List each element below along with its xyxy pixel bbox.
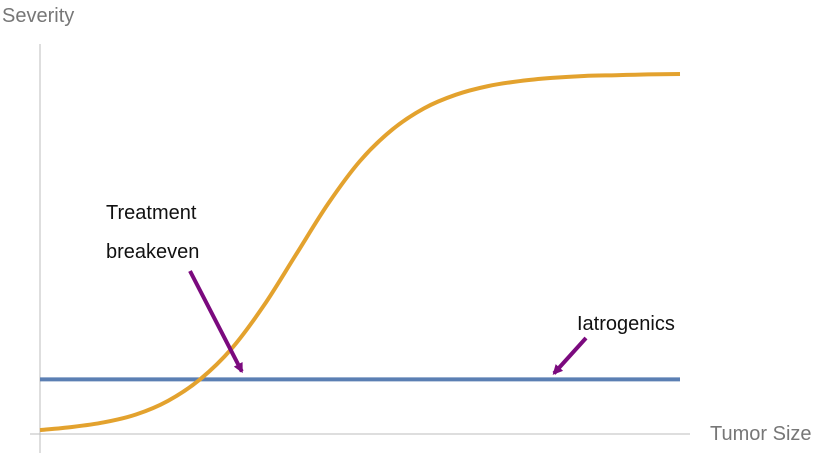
annotation-treatment-breakeven: Treatment breakeven (106, 202, 244, 374)
annotation-iatrogenics-label: Iatrogenics (577, 313, 675, 335)
annotation-treatment-line-2: breakeven (106, 241, 199, 263)
x-axis-label: Tumor Size (710, 423, 812, 445)
series-layer (39, 72, 681, 433)
y-axis-label: Severity (2, 5, 74, 27)
annotation-treatment-arrow (188, 270, 244, 374)
severity-curve-line (39, 72, 681, 433)
annotation-iatrogenics: Iatrogenics (552, 313, 675, 375)
annotation-iatrogenics-arrow (552, 336, 588, 375)
annotation-treatment-line-1: Treatment (106, 202, 197, 224)
